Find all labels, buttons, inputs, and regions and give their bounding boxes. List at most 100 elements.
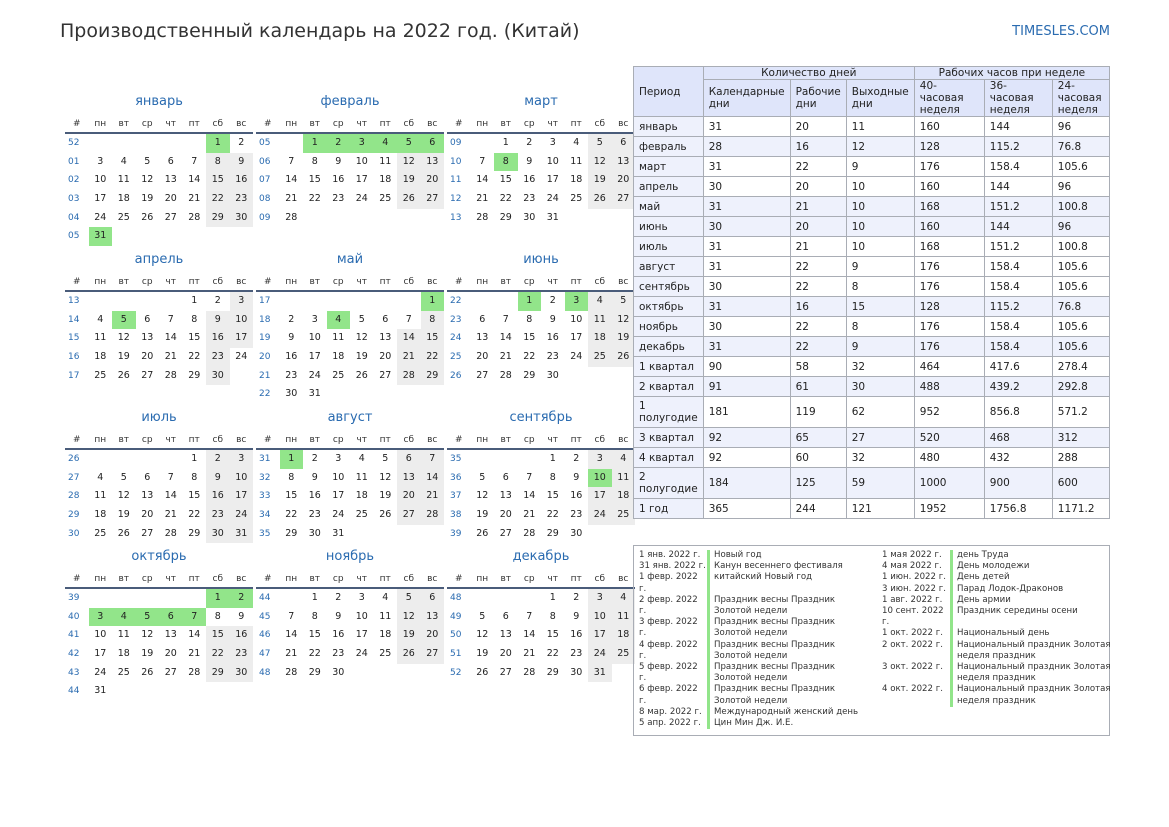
day-cell: 16 xyxy=(285,351,298,363)
month-0: январь # пн вт ср чт пт сб вс 52 1 2 01 3 4 5 6 7 8 9 02 10 11… xyxy=(65,92,253,247)
day-cell: 2 xyxy=(311,453,318,464)
holiday-name: Национальный день xyxy=(950,628,1114,640)
day-cell: 4 xyxy=(120,155,127,167)
week-row: 38 19 20 21 22 23 24 25 xyxy=(447,506,635,525)
holiday-day-cell: 8 xyxy=(494,152,518,172)
weekday-label: пн xyxy=(285,574,298,584)
day-cell: 15 xyxy=(546,629,559,641)
period-cell: ноябрь xyxy=(633,316,704,337)
week-number: 03 xyxy=(68,194,80,205)
weekday-label: пн xyxy=(94,277,107,287)
weekday-label: # xyxy=(72,277,81,287)
week-number: 52 xyxy=(68,138,80,148)
week-row: 09 28 xyxy=(256,209,444,228)
period-cell: 1 год xyxy=(633,498,704,519)
day-cell: 19 xyxy=(379,490,392,502)
day-cell xyxy=(518,450,542,469)
holiday-item: 1 окт. 2022 г. Национальный день xyxy=(882,628,1114,640)
day-cell: 5 xyxy=(479,610,486,622)
week-number: 13 xyxy=(450,212,462,223)
day-cell: 28 xyxy=(285,211,298,223)
day-cell: 30 xyxy=(206,524,230,544)
week-number: 32 xyxy=(259,472,271,483)
week-number: 42 xyxy=(68,649,80,660)
week-number: 30 xyxy=(68,528,80,539)
day-cell xyxy=(350,525,374,544)
month-5: июнь # пн вт ср чт пт сб вс 22 1 2 3 4 5 23 6 7 8 9 10 11 12 24… xyxy=(447,250,635,385)
day-cell: 27 xyxy=(164,666,177,678)
week-number: 46 xyxy=(259,630,271,641)
month-name: октябрь xyxy=(131,549,187,564)
holiday-item: 4 февр. 2022 г. Праздник весны Праздник З… xyxy=(639,639,871,663)
day-cell: 3 xyxy=(229,292,253,311)
day-cell xyxy=(397,525,421,544)
holiday-item: 3 окт. 2022 г. Национальный праздник Золо… xyxy=(882,662,1114,685)
holiday-item: 2 окт. 2022 г. Национальный праздник Золо… xyxy=(882,639,1114,663)
day-cell: 20 xyxy=(141,351,154,363)
day-cell: 26 xyxy=(141,666,154,678)
day-cell: 11 xyxy=(570,155,583,167)
value-cell: 158.4 xyxy=(983,336,1053,357)
day-cell: 23 xyxy=(570,648,583,660)
period-cell: январь xyxy=(633,116,704,137)
holiday-date: 31 янв. 2022 г. xyxy=(639,561,706,572)
week-row: 45 7 8 9 10 11 12 13 xyxy=(256,607,444,627)
value-cell: 181 xyxy=(702,396,791,428)
site-link[interactable]: TIMESLES.COM xyxy=(1012,24,1110,39)
day-cell xyxy=(327,209,351,228)
value-cell: 30 xyxy=(845,376,915,397)
day-cell: 16 xyxy=(206,487,230,507)
holiday-name: Международный женский день xyxy=(707,706,871,719)
period-cell: 3 квартал xyxy=(633,427,704,448)
hours-row: июль 31 21 10 168 151.2 100.8 xyxy=(633,236,1111,257)
value-cell: 144 xyxy=(983,116,1053,137)
holiday-name: Канун весеннего фестиваля xyxy=(707,561,871,573)
day-cell: 7 xyxy=(526,471,533,483)
day-cell xyxy=(159,450,183,469)
holiday-date: 1 февр. 2022 г. xyxy=(639,572,698,594)
week-number: 09 xyxy=(259,212,271,223)
day-cell: 20 xyxy=(397,487,421,507)
week-row: 13 28 29 30 31 xyxy=(447,209,635,228)
day-cell: 2 xyxy=(526,137,533,148)
week-number: 05 xyxy=(259,138,271,148)
day-cell: 19 xyxy=(355,351,368,363)
week-row: 01 3 4 5 6 7 8 9 xyxy=(65,152,253,172)
day-cell: 30 xyxy=(308,527,321,539)
day-cell: 10 xyxy=(94,174,107,186)
holiday-name: Праздник весны Праздник Золотой недели xyxy=(707,617,871,640)
week-row: 51 19 20 21 22 23 24 25 xyxy=(447,645,635,664)
value-cell: 31 xyxy=(702,336,791,357)
day-cell: 18 xyxy=(570,174,583,186)
hours-row: 2 квартал 91 61 30 488 439.2 292.8 xyxy=(633,376,1111,397)
holiday-day-cell: 4 xyxy=(373,134,397,153)
value-cell: 480 xyxy=(913,447,985,468)
day-cell xyxy=(350,385,374,404)
holiday-name: Праздник весны Праздник Золотой недели xyxy=(707,684,871,707)
day-cell: 9 xyxy=(526,155,533,167)
day-cell xyxy=(588,209,612,228)
week-row: 22 1 2 3 4 5 xyxy=(447,292,635,311)
day-cell: 19 xyxy=(397,626,421,646)
weekday-label: вс xyxy=(618,574,629,584)
value-cell: 1756.8 xyxy=(983,498,1053,519)
day-cell: 14 xyxy=(523,629,536,641)
value-cell: 15 xyxy=(845,296,915,317)
holiday-day-cell: 3 xyxy=(88,607,112,627)
day-cell: 18 xyxy=(588,329,612,349)
day-cell xyxy=(350,209,374,228)
day-cell xyxy=(471,134,495,153)
week-number: 15 xyxy=(68,333,80,344)
day-cell: 8 xyxy=(191,313,198,325)
day-cell: 18 xyxy=(611,487,635,507)
month-name: сентябрь xyxy=(509,410,573,425)
day-cell: 26 xyxy=(355,369,368,381)
day-cell: 4 xyxy=(573,137,580,148)
day-cell: 23 xyxy=(206,348,230,367)
holiday-item: 1 авг. 2022 г. День армии xyxy=(882,594,1114,607)
holiday-day-cell: 3 xyxy=(350,134,374,153)
day-cell: 9 xyxy=(573,610,580,622)
week-row: 48 1 2 3 4 xyxy=(447,589,635,608)
weekday-header: # пн вт ср чт пт сб вс xyxy=(65,432,253,450)
day-cell: 6 xyxy=(420,589,444,608)
